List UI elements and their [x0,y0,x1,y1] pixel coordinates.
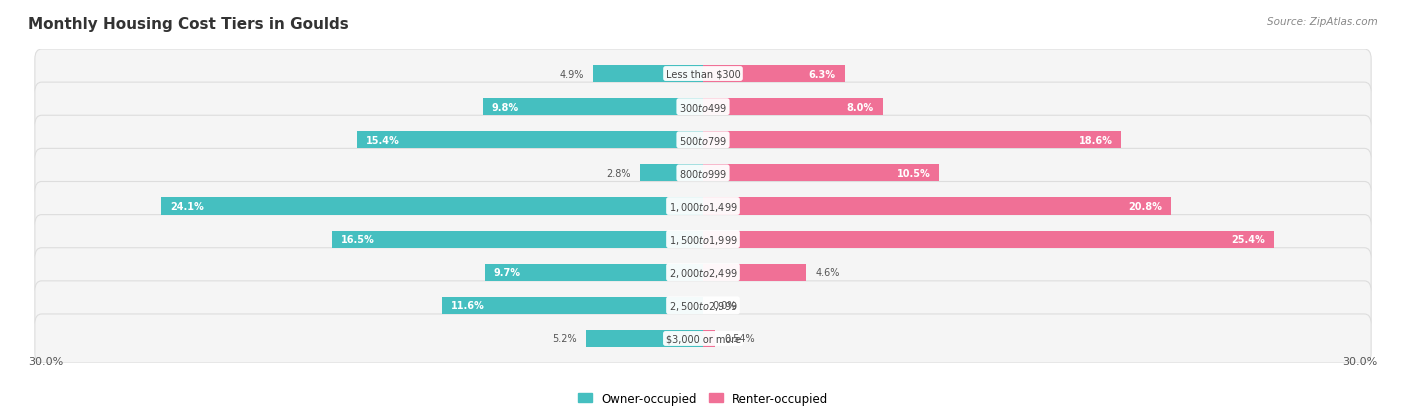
Bar [640,165,703,182]
Text: 11.6%: 11.6% [451,301,485,311]
Bar [703,231,1274,248]
Bar [703,165,939,182]
Text: 0.54%: 0.54% [724,334,755,344]
Bar [703,198,1171,215]
Bar [593,66,703,83]
FancyBboxPatch shape [35,149,1371,198]
Text: 9.8%: 9.8% [492,102,519,112]
FancyBboxPatch shape [35,281,1371,330]
Text: 10.5%: 10.5% [897,169,931,178]
Text: Less than $300: Less than $300 [665,69,741,79]
Text: 5.2%: 5.2% [553,334,576,344]
Bar [482,99,703,116]
Text: 24.1%: 24.1% [170,202,204,211]
Text: 6.3%: 6.3% [808,69,835,79]
Text: $300 to $499: $300 to $499 [679,102,727,113]
Bar [586,330,703,347]
Text: 4.6%: 4.6% [815,268,839,278]
Text: Monthly Housing Cost Tiers in Goulds: Monthly Housing Cost Tiers in Goulds [28,17,349,31]
FancyBboxPatch shape [35,215,1371,264]
Text: 2.8%: 2.8% [606,169,631,178]
Text: 20.8%: 20.8% [1128,202,1161,211]
Bar [332,231,703,248]
Text: $3,000 or more: $3,000 or more [665,334,741,344]
FancyBboxPatch shape [35,50,1371,99]
Text: 0.0%: 0.0% [711,301,737,311]
Bar [703,330,716,347]
Text: 9.7%: 9.7% [494,268,520,278]
Bar [357,132,703,149]
Text: 8.0%: 8.0% [846,102,875,112]
Bar [703,264,807,281]
Text: Source: ZipAtlas.com: Source: ZipAtlas.com [1267,17,1378,26]
Text: $2,500 to $2,999: $2,500 to $2,999 [669,299,737,312]
Bar [703,132,1122,149]
Text: 4.9%: 4.9% [560,69,583,79]
Text: $2,000 to $2,499: $2,000 to $2,499 [669,266,737,279]
Text: $1,000 to $1,499: $1,000 to $1,499 [669,200,737,213]
FancyBboxPatch shape [35,116,1371,165]
Bar [703,66,845,83]
Text: $800 to $999: $800 to $999 [679,168,727,179]
Text: $1,500 to $1,999: $1,500 to $1,999 [669,233,737,246]
Text: 18.6%: 18.6% [1078,135,1112,145]
Text: 25.4%: 25.4% [1232,235,1265,244]
FancyBboxPatch shape [35,182,1371,231]
Legend: Owner-occupied, Renter-occupied: Owner-occupied, Renter-occupied [578,392,828,405]
Text: $500 to $799: $500 to $799 [679,135,727,146]
Text: 30.0%: 30.0% [28,356,63,366]
Bar [703,99,883,116]
FancyBboxPatch shape [35,83,1371,132]
FancyBboxPatch shape [35,314,1371,363]
Bar [441,297,703,314]
Bar [485,264,703,281]
FancyBboxPatch shape [35,248,1371,297]
Bar [160,198,703,215]
Text: 30.0%: 30.0% [1343,356,1378,366]
Text: 15.4%: 15.4% [366,135,399,145]
Text: 16.5%: 16.5% [340,235,374,244]
